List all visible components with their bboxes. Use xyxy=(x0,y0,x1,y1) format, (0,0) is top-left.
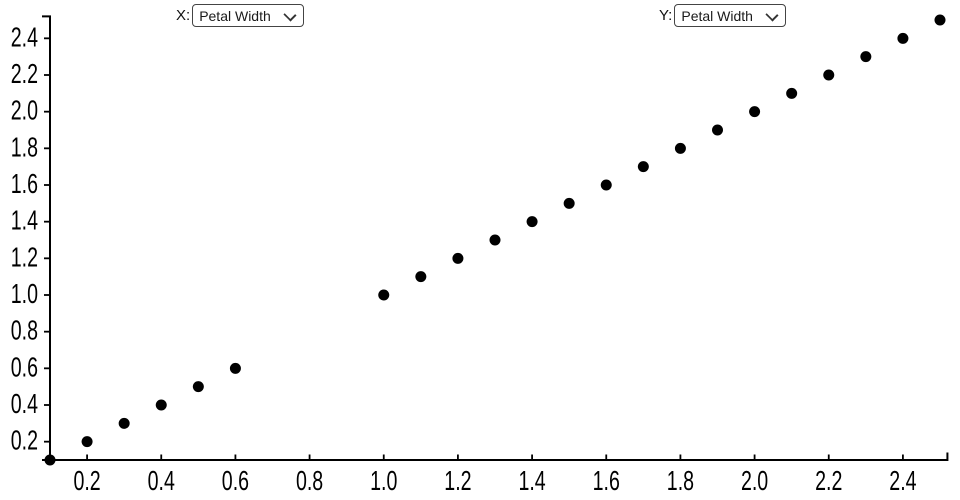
x-tick-label: 2.4 xyxy=(889,466,916,497)
data-point xyxy=(155,399,167,411)
x-axis: 0.2 0.4 0.6 0.8 1.0 1.2 1.4 1.6 1.8 2.0 2.2 2.4 xyxy=(49,452,949,497)
data-point xyxy=(452,252,464,264)
data-points xyxy=(44,14,946,466)
y-tick-label: 0.4 xyxy=(11,389,38,420)
data-point xyxy=(823,69,835,81)
y-tick-label: 2.2 xyxy=(11,59,38,90)
data-point xyxy=(749,106,761,118)
data-point xyxy=(489,234,501,246)
data-point xyxy=(526,216,538,228)
data-point xyxy=(600,179,612,191)
y-variable-select[interactable]: Petal Width xyxy=(674,4,787,27)
x-tick-label: 2.2 xyxy=(815,466,842,497)
x-tick-label: 0.2 xyxy=(73,466,100,497)
y-select-label: Y: xyxy=(659,7,673,24)
x-tick-label: 0.8 xyxy=(296,466,323,497)
y-tick-label: 1.0 xyxy=(11,279,38,310)
y-tick-label: 1.2 xyxy=(11,242,38,273)
x-tick-label: 1.6 xyxy=(593,466,620,497)
data-point xyxy=(378,289,390,301)
x-tick-label: 1.4 xyxy=(518,466,545,497)
x-select-label: X: xyxy=(176,7,191,24)
data-point xyxy=(860,51,872,63)
y-axis-line xyxy=(42,15,51,461)
y-tick-label: 2.0 xyxy=(11,95,38,126)
y-variable-control: Y: Petal Width xyxy=(659,4,787,27)
data-point xyxy=(415,271,427,283)
y-tick-label: 0.6 xyxy=(11,352,38,383)
data-point xyxy=(44,454,56,466)
x-tick-label: 1.8 xyxy=(667,466,694,497)
data-point xyxy=(786,87,798,99)
data-point xyxy=(934,14,946,26)
data-point xyxy=(563,197,575,209)
x-variable-control: X: Petal Width xyxy=(176,4,305,27)
data-point xyxy=(81,436,93,448)
y-tick-label: 1.8 xyxy=(11,132,38,163)
y-tick-label: 1.4 xyxy=(11,205,38,236)
x-tick-label: 0.4 xyxy=(148,466,175,497)
y-tick-label: 2.4 xyxy=(11,22,38,53)
x-tick-label: 0.6 xyxy=(222,466,249,497)
x-tick-label: 1.2 xyxy=(444,466,471,497)
y-tick-label: 0.8 xyxy=(11,315,38,346)
x-variable-select[interactable]: Petal Width xyxy=(192,4,305,27)
x-tick-label: 1.0 xyxy=(370,466,397,497)
x-tick-label: 2.0 xyxy=(741,466,768,497)
y-tick-label: 0.2 xyxy=(11,425,38,456)
data-point xyxy=(897,32,909,44)
y-tick-label: 1.6 xyxy=(11,169,38,200)
data-point xyxy=(192,381,204,393)
data-point xyxy=(637,161,649,173)
data-point xyxy=(674,142,686,154)
data-point xyxy=(712,124,723,136)
data-point xyxy=(118,417,130,429)
data-point xyxy=(229,362,241,374)
y-axis: 0.2 0.4 0.6 0.8 1.0 1.2 1.4 1.6 1.8 2.0 2.2 2.4 xyxy=(11,15,51,461)
x-axis-line xyxy=(49,452,949,461)
